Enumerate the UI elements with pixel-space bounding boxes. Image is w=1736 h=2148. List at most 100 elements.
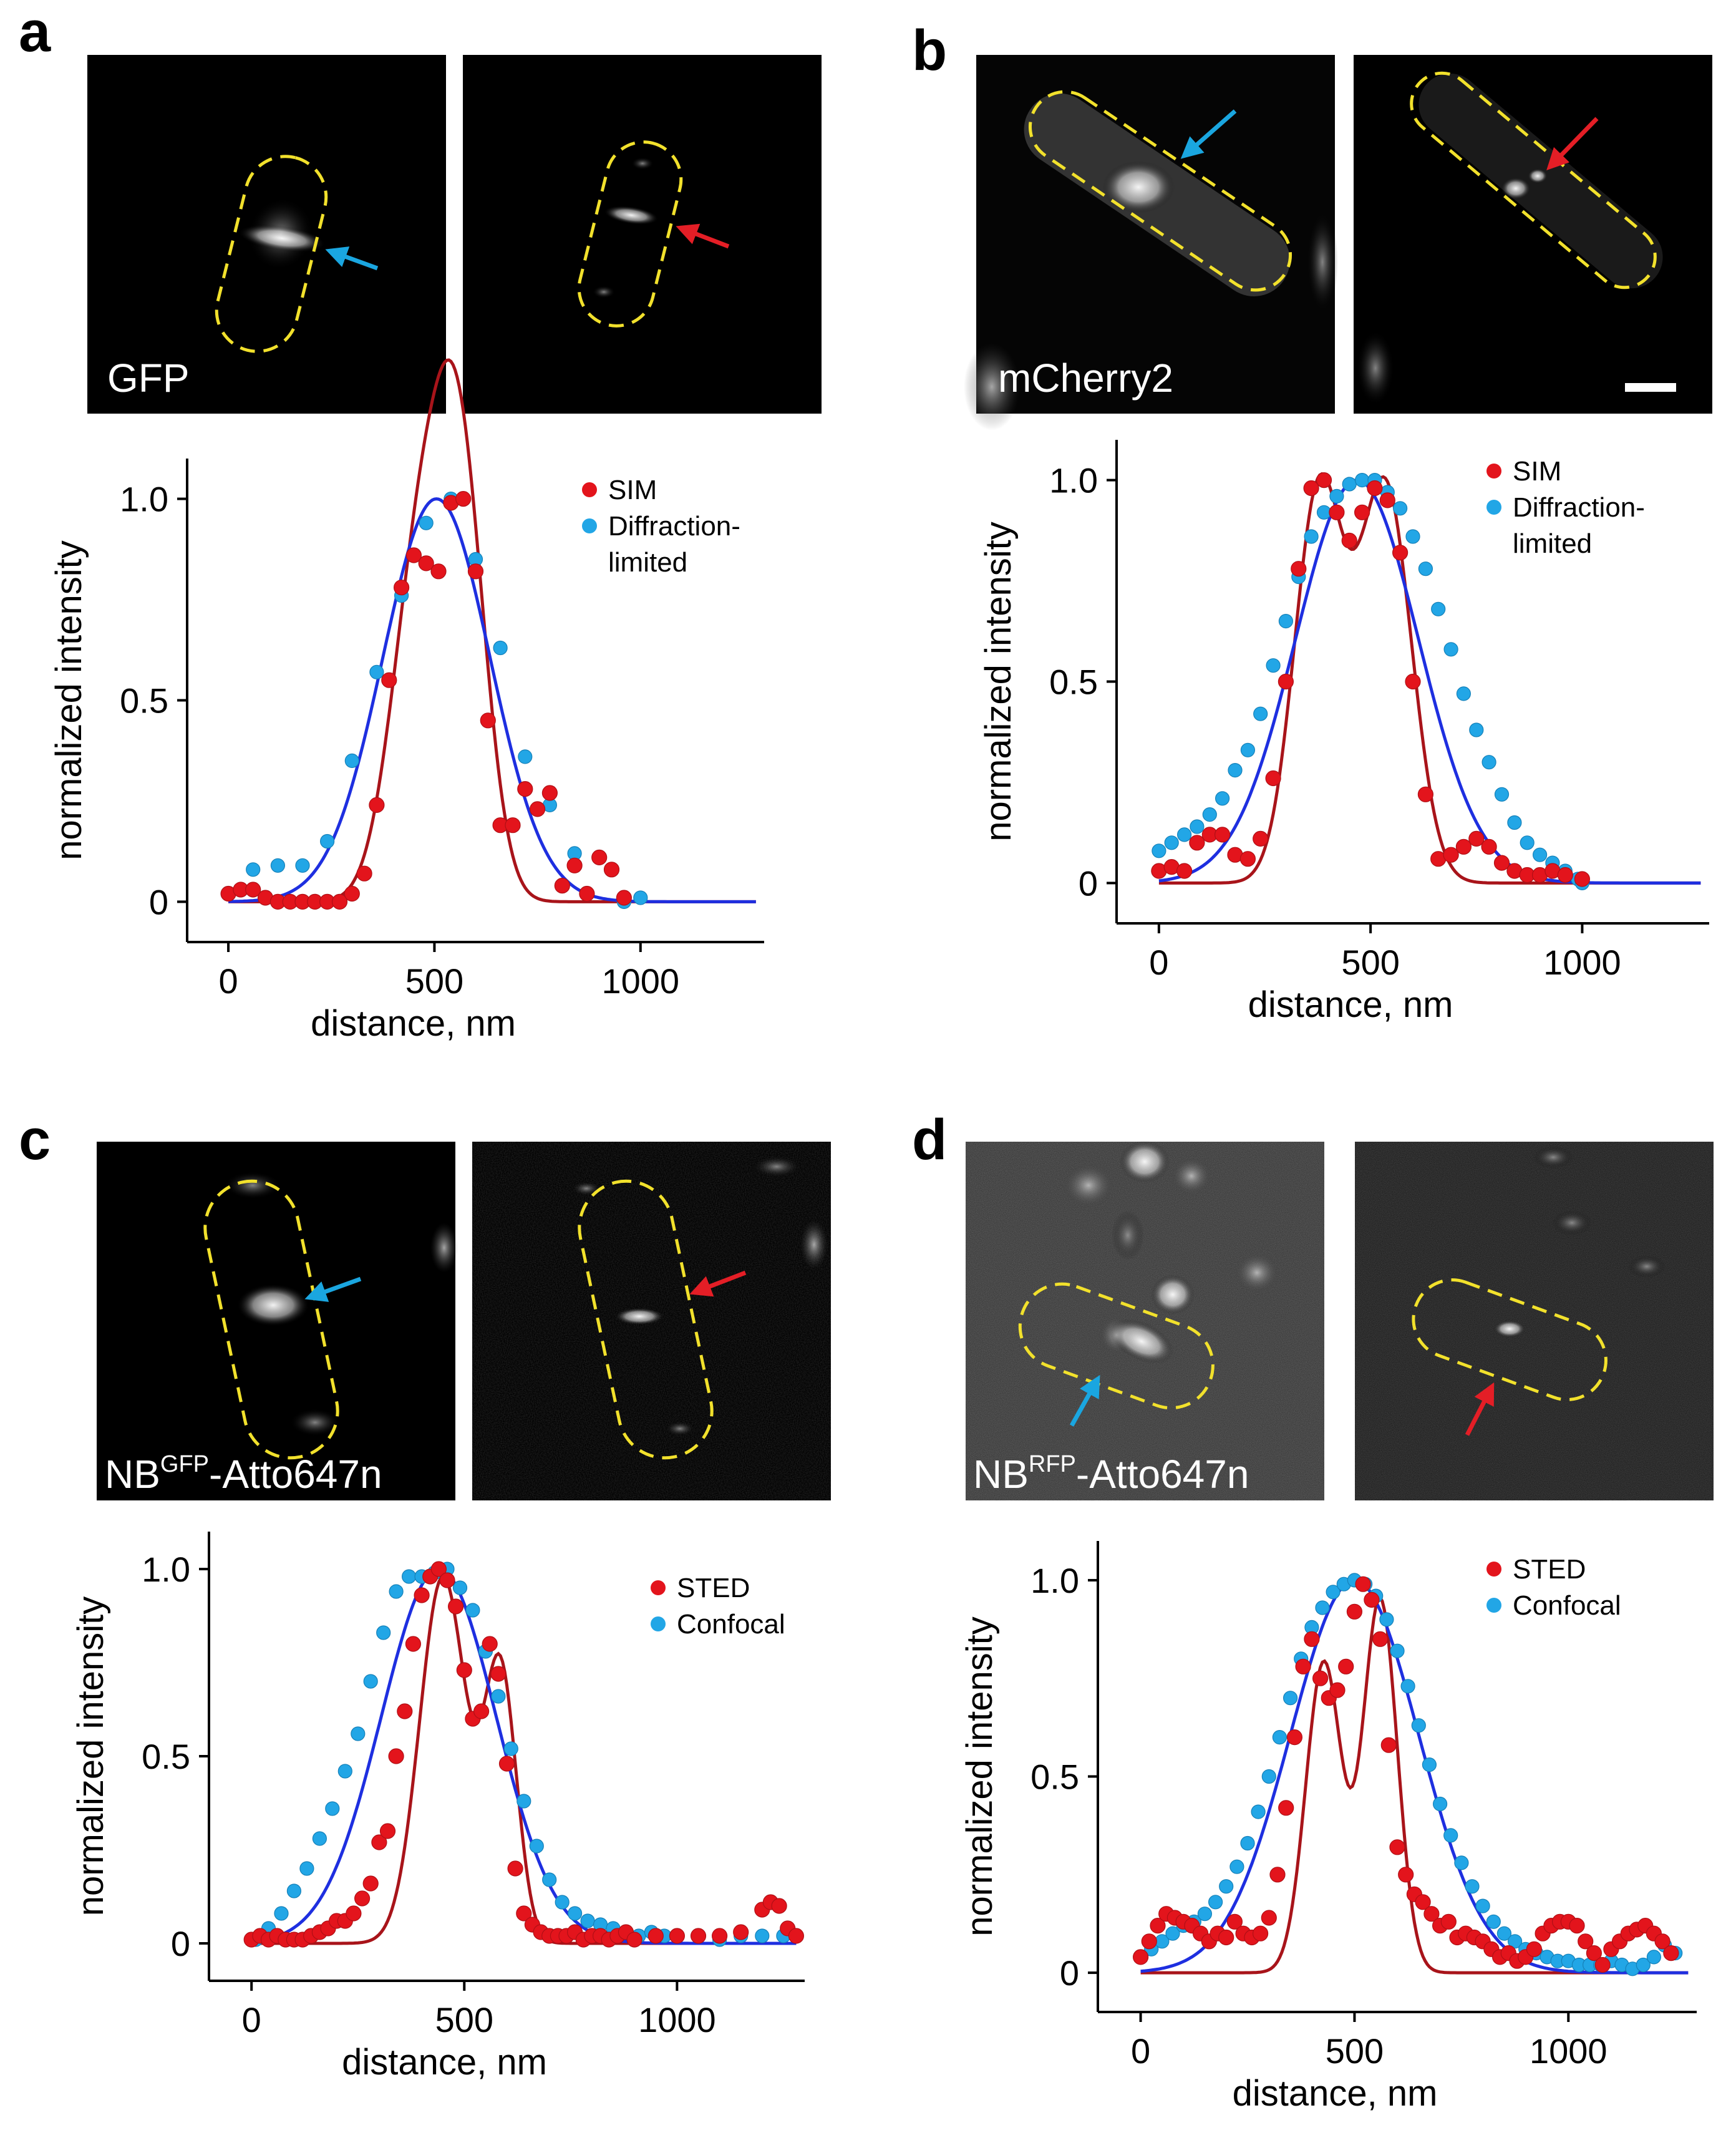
x-axis-label-b: distance, nm: [1248, 984, 1453, 1025]
fit-curve-wide-d: [1140, 1578, 1689, 1975]
legend-label-c: STED: [677, 1573, 750, 1603]
point-red-c: [439, 1572, 455, 1588]
point-red-b: [1493, 855, 1510, 871]
point-red-c: [371, 1834, 387, 1850]
point-red-c: [430, 1561, 447, 1577]
red-arrow-a: [676, 223, 730, 249]
legend-label-d: STED: [1513, 1554, 1586, 1585]
point-blue-c: [351, 1726, 366, 1741]
point-blue-d: [1508, 1934, 1523, 1949]
point-red-c: [507, 1860, 523, 1877]
point-blue-b: [1278, 613, 1293, 629]
point-red-d: [1415, 1894, 1431, 1910]
point-red-b: [1291, 561, 1307, 577]
point-blue-a: [518, 749, 533, 764]
point-blue-a: [319, 833, 335, 849]
legend-label-a: Diffraction-: [608, 511, 740, 542]
image-label-c: NBGFP-Atto647n: [105, 1451, 382, 1497]
point-blue-d: [1272, 1730, 1287, 1745]
point-blue-d: [1197, 1907, 1213, 1922]
point-red-d: [1150, 1918, 1166, 1934]
y-axis-label-b: normalized intensity: [978, 522, 1019, 842]
x-tick-label-c: 0: [242, 2000, 261, 2039]
point-red-d: [1569, 1918, 1585, 1934]
fit-curve-wide-c: [251, 1567, 797, 1945]
panel-letter-d: d: [912, 1108, 947, 1172]
point-red-d: [1329, 1682, 1346, 1698]
legend-marker-blue-d: [1486, 1598, 1501, 1613]
chart-b: 0 500 1000 0 0.5 1.0 distance, nm normalized in…: [978, 440, 1709, 1025]
point-red-a: [603, 862, 620, 878]
point-red-d: [1286, 1729, 1302, 1746]
point-blue-c: [452, 1580, 468, 1595]
legend-marker-blue-b: [1486, 500, 1501, 515]
point-blue-b: [1152, 843, 1166, 858]
point-red-d: [1372, 1631, 1389, 1647]
point-blue-b: [1342, 477, 1357, 492]
point-blue-d: [1422, 1757, 1437, 1772]
x-tick-label-b: 500: [1341, 943, 1399, 982]
point-blue-c: [312, 1831, 327, 1846]
point-red-a: [381, 672, 397, 688]
point-blue-b: [1316, 505, 1332, 520]
cell-outline-a-right: [577, 140, 683, 328]
x-tick-label-d: 500: [1326, 2031, 1384, 2071]
point-blue-c: [274, 1906, 289, 1921]
legend-label-b: Diffraction-: [1513, 492, 1645, 523]
point-blue-d: [1251, 1804, 1266, 1819]
point-blue-d: [1208, 1895, 1223, 1910]
point-red-a: [418, 555, 434, 571]
point-blue-b: [1431, 601, 1446, 616]
point-blue-d: [1326, 1585, 1341, 1600]
fit-curve-sharp-d: [1140, 1595, 1689, 1975]
image-label-d: NBRFP-Atto647n: [973, 1451, 1249, 1497]
point-red-b: [1253, 830, 1269, 847]
point-red-a: [245, 882, 261, 898]
point-blue-d: [1315, 1600, 1330, 1615]
point-blue-d: [1400, 1679, 1415, 1694]
point-blue-b: [1253, 706, 1268, 721]
point-blue-d: [1443, 1828, 1458, 1843]
point-red-b: [1278, 673, 1294, 690]
x-axis-label-c: distance, nm: [342, 2042, 547, 2082]
point-blue-d: [1261, 1769, 1276, 1784]
point-blue-d: [1379, 1612, 1394, 1627]
image-label-a: GFP: [107, 356, 190, 401]
y-tick-label-d: 1.0: [1030, 1561, 1079, 1600]
legend-marker-blue-a: [582, 518, 597, 533]
point-red-d: [1141, 1933, 1157, 1950]
cell-outline-d-right: [1412, 1278, 1607, 1402]
y-tick-label-a: 0: [149, 882, 168, 921]
point-red-c: [647, 1928, 664, 1944]
point-red-b: [1574, 871, 1590, 887]
point-blue-c: [363, 1674, 378, 1689]
point-blue-d: [1465, 1879, 1480, 1894]
x-tick-label-c: 500: [435, 2000, 493, 2039]
point-red-c: [490, 1666, 507, 1682]
point-blue-a: [270, 858, 285, 873]
red-arrow-d: [1465, 1382, 1495, 1436]
point-red-d: [1261, 1910, 1277, 1926]
chart-d: 0 500 1000 0 0.5 1.0 distance, nm normalized in…: [959, 1541, 1697, 2114]
point-blue-d: [1636, 1957, 1651, 1973]
y-axis-label-c: normalized intensity: [70, 1596, 111, 1917]
legend-marker-red-a: [582, 482, 597, 497]
point-blue-a: [369, 664, 384, 679]
point-blue-c: [337, 1764, 352, 1779]
y-tick-label-a: 0.5: [120, 681, 168, 721]
x-axis-label-d: distance, nm: [1233, 2073, 1438, 2114]
point-red-b: [1443, 847, 1459, 863]
x-tick-label-a: 500: [405, 961, 463, 1001]
point-blue-b: [1405, 529, 1420, 544]
image-a-diffraction: GFP: [87, 55, 446, 414]
y-tick-label-b: 0: [1079, 863, 1098, 903]
point-blue-d: [1454, 1855, 1469, 1870]
point-red-b: [1176, 863, 1193, 879]
point-blue-c: [503, 1741, 518, 1756]
point-red-d: [1312, 1670, 1329, 1686]
legend-label-c: Confocal: [677, 1609, 785, 1640]
point-red-a: [517, 780, 533, 797]
x-tick-label-b: 1000: [1543, 943, 1621, 982]
point-red-c: [482, 1636, 498, 1652]
point-blue-c: [325, 1801, 340, 1816]
